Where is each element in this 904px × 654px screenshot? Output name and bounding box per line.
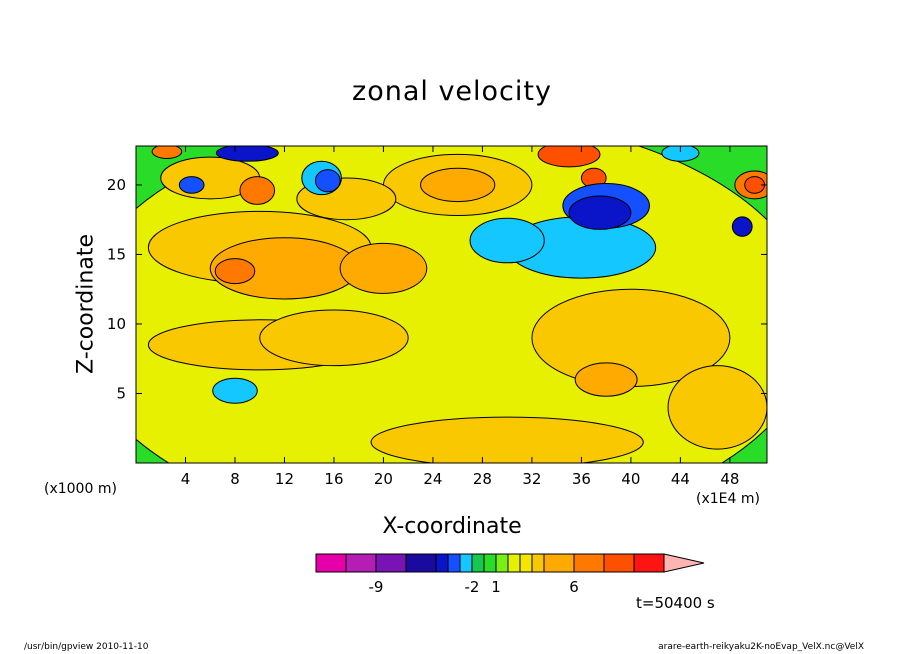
- colorbar-swatch: [315, 553, 347, 573]
- y-axis-ticks: 5 10 15 20: [107, 176, 767, 402]
- colorbar-swatch: [603, 553, 635, 573]
- x-tick-label: 28: [473, 470, 492, 488]
- plot-frame: [135, 145, 768, 464]
- x-tick-label: 24: [423, 470, 442, 488]
- x-tick-label: 4: [181, 470, 191, 488]
- colorbar-swatch: [573, 553, 605, 573]
- colorbar-swatch: [345, 553, 377, 573]
- x-axis-label: X-coordinate: [382, 514, 522, 539]
- colorbar-tick-label: 1: [491, 578, 501, 596]
- contour-region: [314, 169, 341, 193]
- contour-region: [339, 242, 428, 294]
- contour-region: [215, 146, 279, 162]
- x-scale-note: (x1E4 m): [696, 491, 760, 507]
- x-tick-label: 48: [720, 470, 739, 488]
- footer-command: /usr/bin/gpview 2010-11-10: [24, 642, 149, 652]
- time-label: t=50400 s: [636, 594, 715, 612]
- y-tick-label: 20: [107, 176, 126, 194]
- colorbar-swatch: [405, 553, 437, 573]
- colorbar-swatch: [633, 553, 665, 573]
- contour-region: [420, 167, 496, 203]
- colorbar-tick-label: -2: [465, 578, 480, 596]
- contour-fill-layer: [136, 146, 767, 463]
- colorbar-swatch: [435, 553, 449, 573]
- contour-region: [661, 146, 700, 162]
- colorbar-swatch: [519, 553, 533, 573]
- contour-region: [731, 216, 753, 237]
- contour-region: [259, 309, 409, 367]
- colorbar-swatch: [543, 553, 575, 573]
- contour-region: [370, 416, 644, 463]
- x-tick-label: 16: [324, 470, 343, 488]
- x-tick-label: 44: [671, 470, 690, 488]
- x-tick-label: 36: [572, 470, 591, 488]
- y-tick-label: 10: [107, 315, 126, 333]
- colorbar-swatch: [495, 553, 509, 573]
- chart-title: zonal velocity: [352, 76, 552, 107]
- colorbar-swatch: [447, 553, 461, 573]
- y-tick-label: 15: [107, 245, 126, 263]
- contour-region: [574, 362, 638, 397]
- colorbar-tick-label: -9: [369, 578, 384, 596]
- x-axis-ticks: 4 8 12 16 20 24 28 32 36 40 44 48: [181, 146, 739, 488]
- colorbar-swatch: [471, 553, 485, 573]
- footer-file: arare-earth-reikyaku2K-noEvap_VelX.nc@Ve…: [658, 642, 864, 652]
- y-axis-label: Z-coordinate: [73, 234, 99, 374]
- colorbar-swatch: [483, 553, 497, 573]
- contour-region: [151, 146, 183, 160]
- contour-region: [537, 146, 601, 168]
- x-tick-label: 20: [374, 470, 393, 488]
- x-tick-label: 32: [522, 470, 541, 488]
- contour-region: [469, 217, 545, 264]
- contour-region: [212, 377, 258, 404]
- colorbar-swatch: [507, 553, 521, 573]
- contour-region: [178, 176, 205, 194]
- colorbar-swatch: [375, 553, 407, 573]
- colorbar-arrow: [663, 553, 705, 573]
- x-tick-label: 40: [621, 470, 640, 488]
- colorbar-swatch: [459, 553, 473, 573]
- x-unit-note: (x1000 m): [44, 481, 117, 497]
- contour-region: [568, 195, 632, 230]
- x-tick-label: 8: [230, 470, 240, 488]
- contour-region: [239, 176, 276, 205]
- contour-region: [667, 365, 767, 450]
- colorbar: -9 -2 1 6: [315, 553, 705, 596]
- colorbar-swatch: [531, 553, 545, 573]
- colorbar-tick-label: 6: [569, 578, 579, 596]
- x-tick-label: 12: [275, 470, 294, 488]
- y-tick-label: 5: [116, 384, 126, 402]
- contour-region: [214, 258, 256, 285]
